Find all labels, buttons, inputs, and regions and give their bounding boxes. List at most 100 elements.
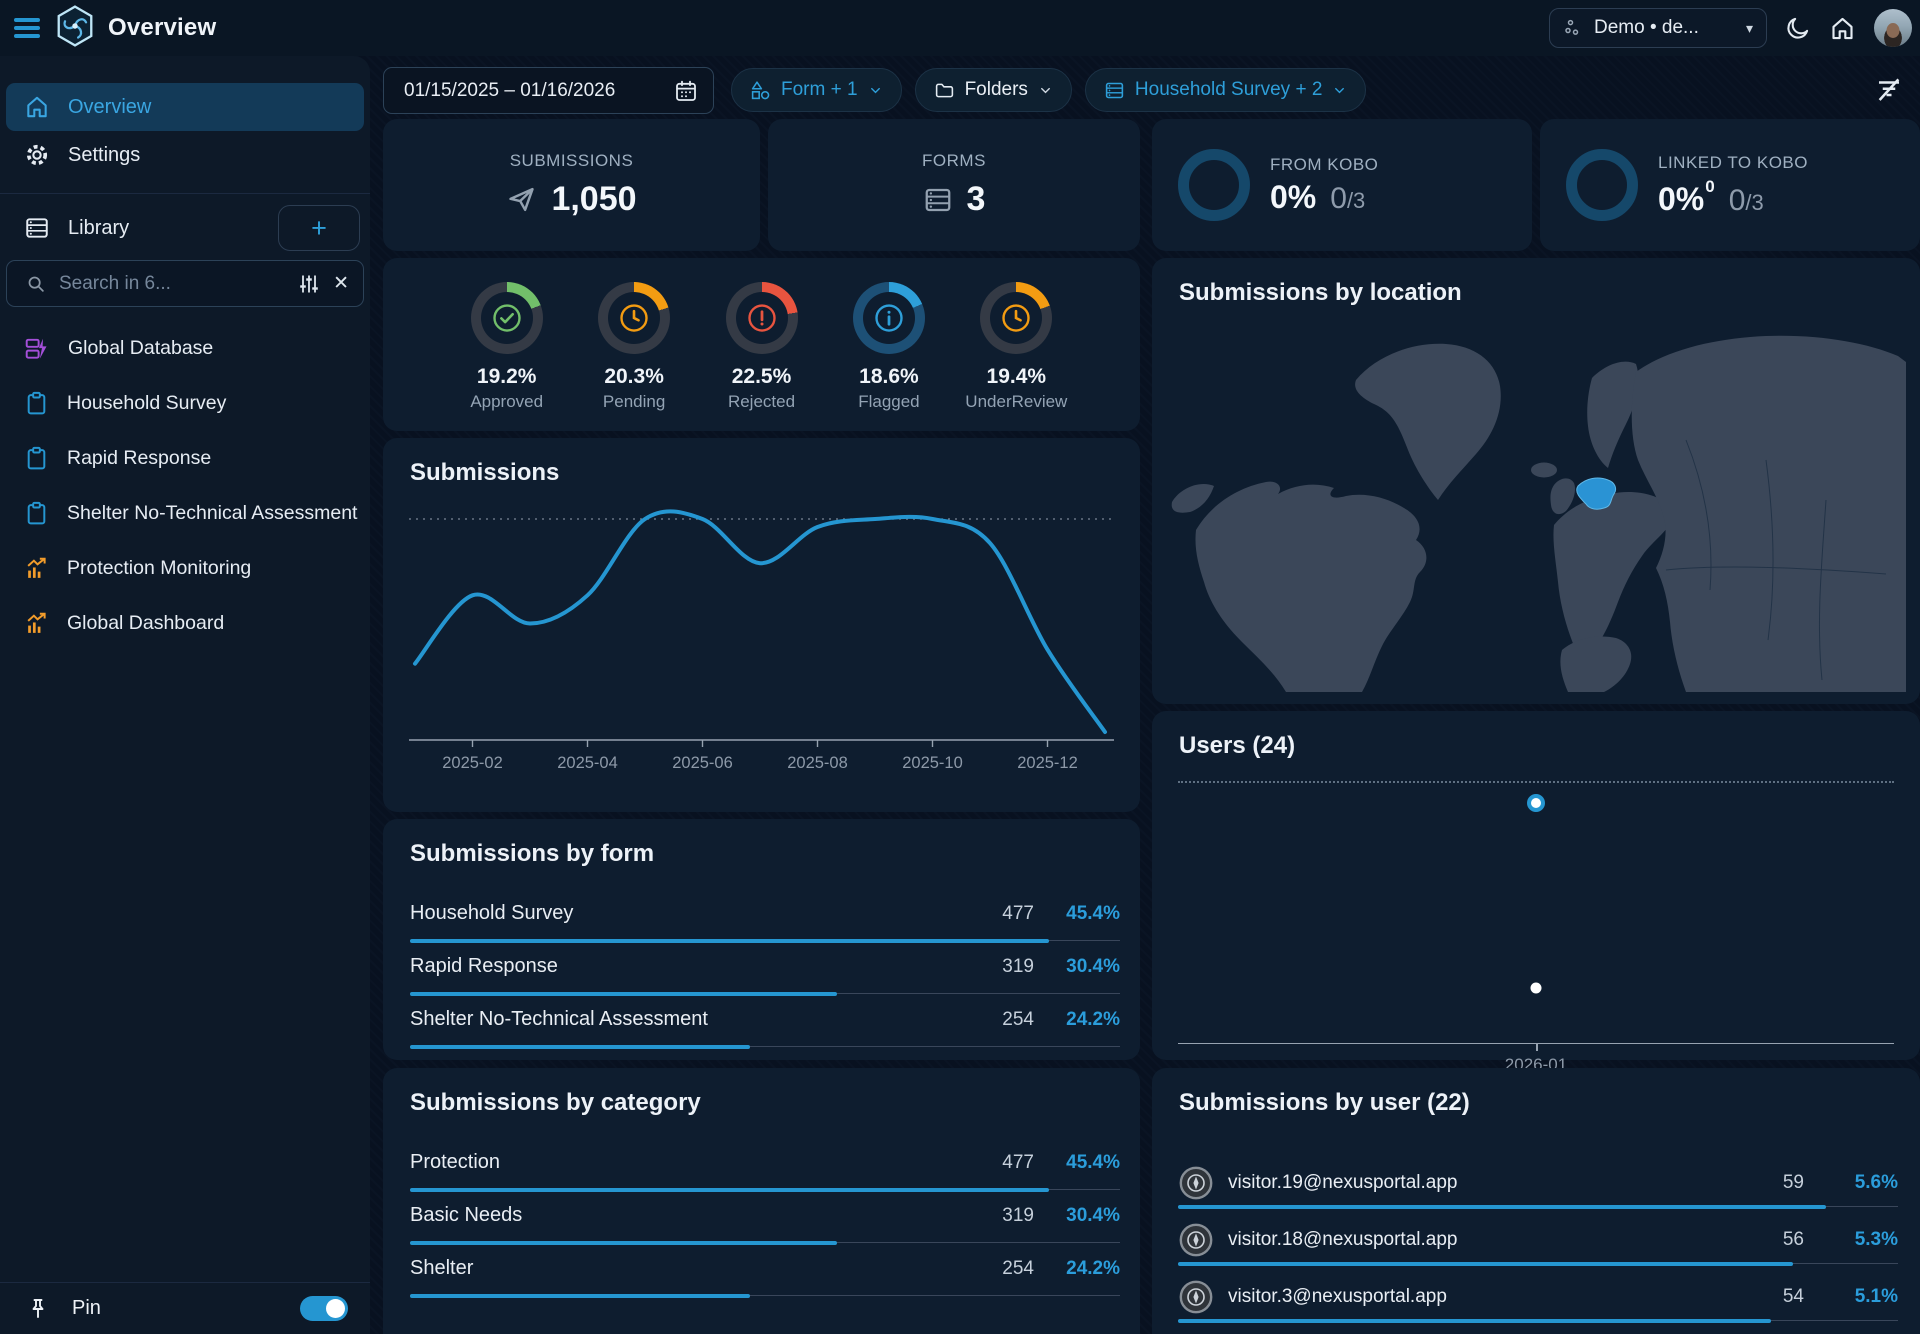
row-name: visitor.19@nexusportal.app: [1228, 1171, 1458, 1193]
bar-track: [410, 1046, 1120, 1047]
row-value: 477: [1002, 903, 1034, 924]
row-percent: 30.4%: [1066, 1205, 1120, 1226]
add-library-item-button[interactable]: +: [278, 205, 360, 251]
map-highlight-ukraine[interactable]: [1576, 477, 1617, 510]
menu-icon[interactable]: [14, 13, 44, 43]
date-range-picker[interactable]: 01/15/2025 – 01/16/2026: [383, 67, 714, 114]
status-breakdown-card: 19.2% Approved 20.3% Pending: [383, 258, 1140, 431]
library-item-label: Shelter No-Technical Assessment: [67, 502, 358, 524]
map-border: [1818, 499, 1827, 681]
library-item-global-database[interactable]: Global Database: [0, 321, 370, 376]
dark-mode-icon[interactable]: [1785, 15, 1811, 41]
progress-ring: [1178, 149, 1250, 221]
bar-list-row: Protection 477 45.4%: [410, 1144, 1120, 1197]
row-percent: 30.4%: [1066, 956, 1120, 977]
status-label: Rejected: [727, 392, 796, 411]
x-tick-label: 2025-02: [442, 754, 503, 772]
clipboard-icon: [27, 501, 46, 525]
row-percent: 24.2%: [1066, 1009, 1120, 1030]
row-percent: 5.1%: [1854, 1285, 1898, 1307]
compass-icon: [1179, 1223, 1213, 1256]
status-pending: 20.3% Pending: [570, 282, 697, 412]
kpi-card-from-kobo: FROM KOBO 0% 0/3: [1152, 119, 1532, 251]
map-border: [1685, 439, 1712, 591]
kpi-value: 1,050: [551, 180, 637, 218]
form-filter-chip[interactable]: Form + 1: [731, 68, 902, 112]
row-name: Basic Needs: [410, 1204, 523, 1226]
submissions-by-user-card: Submissions by user (22) visitor.19@nexu…: [1152, 1068, 1920, 1334]
survey-filter-chip[interactable]: Household Survey + 2: [1084, 68, 1367, 112]
sidebar-item-overview[interactable]: Overview: [6, 83, 364, 131]
section-title: Users (24): [1179, 732, 1296, 759]
search-input[interactable]: [59, 272, 286, 295]
avatar[interactable]: [1874, 9, 1912, 47]
kpi-value: 3: [966, 180, 986, 218]
kpi-label: FROM KOBO: [1270, 154, 1379, 174]
top-bar: Overview Demo • de... ▾: [0, 0, 1920, 56]
sidebar-item-settings[interactable]: Settings: [6, 131, 364, 179]
chevron-down-icon: [1335, 87, 1345, 93]
home-icon[interactable]: [1829, 15, 1856, 42]
library-item-shelter-assessment[interactable]: Shelter No-Technical Assessment: [0, 486, 370, 541]
row-percent: 45.4%: [1066, 1152, 1120, 1173]
folders-filter-label: Folders: [964, 79, 1028, 100]
filter-clear-icon[interactable]: [1874, 75, 1904, 108]
bar-fill: [410, 1044, 751, 1049]
row-name: Shelter: [410, 1257, 474, 1279]
form-icon: [1105, 82, 1124, 98]
row-name: Household Survey: [410, 902, 574, 924]
library-item-protection-monitoring[interactable]: Protection Monitoring: [0, 541, 370, 596]
map-north-africa: [1560, 636, 1632, 692]
row-percent: 45.4%: [1066, 903, 1120, 924]
map-greenland: [1355, 343, 1501, 500]
kpi-card-forms: FORMS 3: [768, 119, 1140, 251]
survey-filter-label: Household Survey + 2: [1134, 79, 1323, 100]
map-alaska: [1171, 483, 1214, 513]
status-label: Approved: [470, 392, 544, 411]
section-title: Submissions by category: [410, 1089, 701, 1116]
map-asia-russia: [1631, 335, 1906, 692]
status-flagged: 18.6% Flagged: [825, 282, 952, 412]
library-item-rapid-response[interactable]: Rapid Response: [0, 431, 370, 486]
user-list-row: visitor.3@nexusportal.app 54 5.1%: [1178, 1268, 1898, 1325]
library-item-household-survey[interactable]: Household Survey: [0, 376, 370, 431]
status-label: UnderReview: [965, 392, 1068, 411]
bar-fill: [1178, 1318, 1772, 1323]
status-approved: 19.2% Approved: [443, 282, 570, 412]
bar-fill: [410, 991, 838, 996]
bar-list-row: Household Survey 477 45.4%: [410, 895, 1120, 948]
status-percent: 18.6%: [859, 365, 919, 388]
users-chart-card: Users (24) 2026-01: [1152, 711, 1920, 1074]
bar-track: [410, 1295, 1120, 1296]
kpi-fraction: 0/3: [1728, 183, 1764, 217]
row-value: 319: [1002, 956, 1034, 977]
workspace-label: Demo • de...: [1594, 17, 1699, 38]
row-percent: 5.6%: [1854, 1171, 1898, 1193]
gear-icon: [26, 144, 48, 166]
library-label: Library: [68, 216, 130, 239]
divider: [0, 193, 370, 194]
info-circle-icon: [875, 304, 903, 332]
date-range-value: 01/15/2025 – 01/16/2026: [404, 79, 616, 101]
donut-chart: [980, 282, 1053, 354]
sidebar: Overview Settings Library +: [0, 56, 370, 1334]
close-icon[interactable]: ✕: [333, 273, 349, 294]
chevron-down-icon: [1040, 87, 1050, 93]
home-icon: [27, 96, 47, 118]
x-tick-label: 2025-12: [1017, 754, 1078, 772]
sliders-icon[interactable]: [297, 272, 321, 296]
pin-toggle[interactable]: [300, 1296, 348, 1321]
sidebar-item-label: Settings: [68, 143, 141, 166]
submissions-by-location-card: Submissions by location: [1152, 258, 1920, 704]
library-item-label: Household Survey: [67, 392, 227, 414]
workspace-selector[interactable]: Demo • de... ▾: [1549, 8, 1767, 48]
folders-filter-chip[interactable]: Folders: [914, 68, 1072, 112]
bar-fill: [410, 1293, 751, 1298]
section-title: Submissions by user (22): [1179, 1089, 1470, 1116]
map-europe: [1553, 492, 1673, 646]
library-item-global-dashboard[interactable]: Global Dashboard: [0, 596, 370, 651]
chevron-down-icon: ▾: [1745, 19, 1753, 36]
progress-ring: [1566, 149, 1638, 221]
world-map[interactable]: [1166, 320, 1906, 692]
